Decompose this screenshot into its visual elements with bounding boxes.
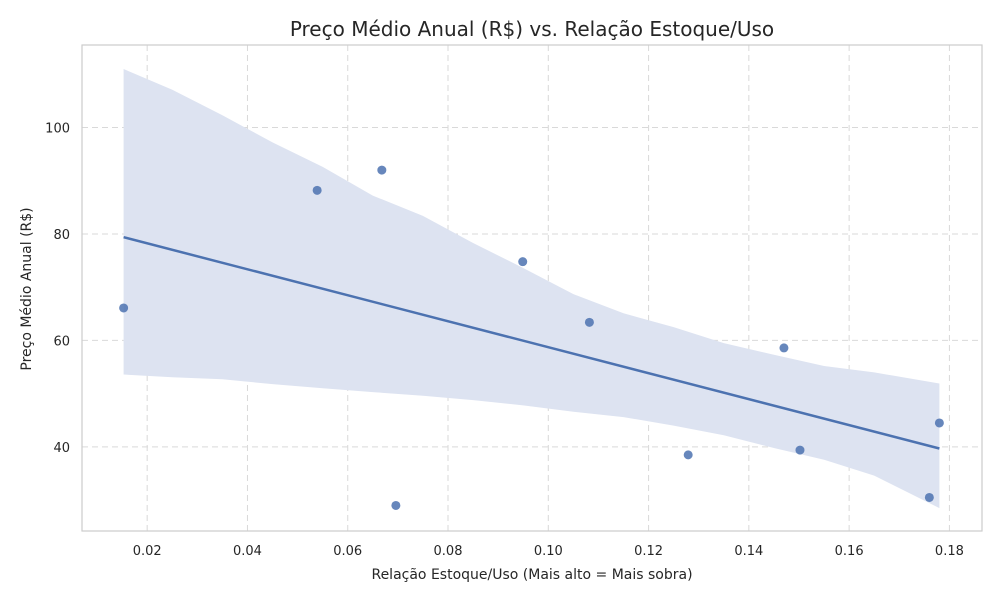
confidence-band (123, 69, 940, 509)
data-point (391, 500, 401, 510)
data-point (779, 343, 789, 353)
y-tick-label: 100 (45, 122, 70, 137)
data-point (518, 257, 528, 267)
y-tick-label: 60 (53, 334, 70, 349)
data-point (312, 185, 322, 195)
data-point (795, 445, 805, 455)
y-axis-label: Preço Médio Anual (R$) (19, 207, 35, 370)
x-tick-label: 0.02 (133, 544, 162, 559)
data-point (683, 450, 693, 460)
x-tick-label: 0.08 (434, 544, 463, 559)
x-tick-label: 0.10 (534, 544, 563, 559)
x-tick-label: 0.18 (935, 544, 964, 559)
x-axis-label: Relação Estoque/Uso (Mais alto = Mais so… (371, 567, 692, 583)
x-tick-label: 0.14 (734, 544, 763, 559)
data-points (119, 165, 944, 510)
x-tick-label: 0.16 (835, 544, 864, 559)
regression-line (123, 235, 940, 450)
data-point (119, 303, 129, 313)
y-tick-label: 80 (53, 228, 70, 243)
data-point (584, 317, 594, 327)
y-axis-ticks: 40 60 80 100 (45, 122, 70, 456)
x-tick-label: 0.06 (333, 544, 362, 559)
x-axis-ticks: 0.02 0.04 0.06 0.08 0.10 0.12 0.14 0.16 0.18 (133, 544, 964, 559)
chart-title: Preço Médio Anual (R$) vs. Relação Estoq… (290, 17, 774, 41)
data-point (377, 165, 387, 175)
data-point (934, 418, 944, 428)
data-point (924, 492, 934, 502)
x-tick-label: 0.04 (233, 544, 262, 559)
y-tick-label: 40 (53, 441, 70, 456)
plot-frame (81, 44, 983, 532)
x-tick-label: 0.12 (634, 544, 663, 559)
